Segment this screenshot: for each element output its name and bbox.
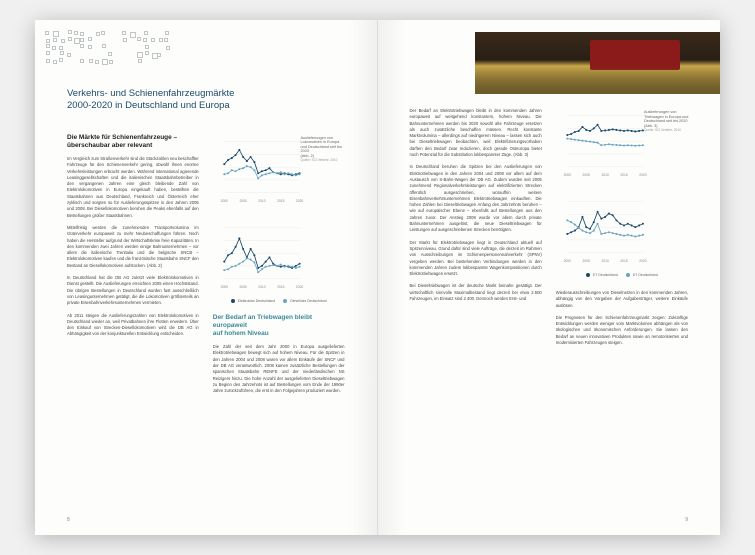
svg-text:2020: 2020: [296, 285, 303, 289]
right-columns: Der Bedarf an Elektrotriebwagen bleibt i…: [410, 108, 689, 352]
body-p: Im Vergleich zum Straßenverkehr sind die…: [67, 156, 199, 219]
right-col-1: Der Bedarf an Elektrotriebwagen bleibt i…: [410, 108, 542, 352]
body-p: Mittelfristig werden die zunehmenden Tra…: [67, 225, 199, 269]
body-p: Die Prognosen für den Schienenfahrzeugma…: [556, 315, 688, 346]
svg-text:2000: 2000: [220, 285, 227, 289]
body-p: Die Zahl der seit dem Jahr 2000 in Europ…: [213, 344, 345, 394]
page-left: Verkehrs- und Schienenfahrzeugmärkte 200…: [35, 20, 378, 535]
section2-heading: Der Bedarf an Triebwagen bleibt europawe…: [213, 314, 345, 338]
svg-text:2005: 2005: [582, 173, 590, 177]
page-title: Verkehrs- und Schienenfahrzeugmärkte 200…: [67, 88, 345, 112]
source-label: Quelle: SCI Verkehr, 2010: [644, 128, 681, 132]
chart-caption: Auslieferungen von Lokomotiven in Europa…: [301, 136, 347, 164]
svg-text:2015: 2015: [277, 285, 284, 289]
svg-text:2010: 2010: [601, 173, 609, 177]
svg-text:2020: 2020: [639, 173, 647, 177]
page-number: 8: [67, 517, 70, 523]
body-p: Bei Dieseltriebwagen ist der deutsche Ma…: [410, 283, 542, 302]
left-columns: Die Märkte für Schienenfahrzeuge – übers…: [67, 134, 345, 401]
svg-text:2000: 2000: [563, 259, 571, 263]
section1-heading: Die Märkte für Schienenfahrzeuge – übers…: [67, 134, 199, 150]
abb-label: (Abb. 2): [301, 154, 315, 158]
chart-2: 20002005201020152020 Elektroloks Deutsch…: [213, 220, 345, 292]
svg-text:2015: 2015: [277, 199, 284, 203]
svg-text:2020: 2020: [639, 259, 647, 263]
svg-text:2020: 2020: [296, 199, 303, 203]
chart-4: 20002005201020152020 ET DeutschlandDT De…: [556, 194, 688, 266]
chart4-legend: ET DeutschlandDT Deutschland: [556, 273, 688, 277]
svg-text:2010: 2010: [258, 285, 265, 289]
svg-text:2000: 2000: [563, 173, 571, 177]
left-col-1: Die Märkte für Schienenfahrzeuge – übers…: [67, 134, 199, 401]
left-col-2: Auslieferungen von Lokomotiven in Europa…: [213, 134, 345, 401]
caption-text: Auslieferungen von Lokomotiven in Europa…: [301, 136, 342, 154]
body-p: Wiederausschreibungen von Dieselnetzen i…: [556, 290, 688, 309]
svg-text:2000: 2000: [220, 199, 227, 203]
body-p: Der Markt für Elektrotriebwagen liegt in…: [410, 240, 542, 278]
page-number: 9: [685, 517, 688, 523]
chart-1: Auslieferungen von Lokomotiven in Europa…: [213, 134, 345, 206]
abb-label: (Abb. 3): [644, 124, 658, 128]
body-p: In Deutschland hat die DB AG zuletzt vie…: [67, 275, 199, 306]
body-p: Ab 2011 steigen die Auslieferungszahlen …: [67, 313, 199, 338]
svg-text:2010: 2010: [601, 259, 609, 263]
book-spread: Verkehrs- und Schienenfahrzeugmärkte 200…: [35, 20, 720, 535]
body-p: Der Bedarf an Elektrotriebwagen bleibt i…: [410, 108, 542, 158]
right-col-2: Auslieferungen von Triebwagen in Europa …: [556, 108, 688, 352]
chart2-legend: Elektroloks DeutschlandDieselloks Deutsc…: [213, 299, 345, 303]
body-p: In Deutschland beruhen die Spitzen bei d…: [410, 164, 542, 233]
svg-text:2015: 2015: [620, 259, 628, 263]
hero-image: [475, 32, 720, 94]
svg-text:2005: 2005: [239, 285, 246, 289]
decorative-dots: [45, 30, 185, 70]
svg-text:2005: 2005: [239, 199, 246, 203]
chart-3: Auslieferungen von Triebwagen in Europa …: [556, 108, 688, 180]
svg-text:2005: 2005: [582, 259, 590, 263]
chart-caption: Auslieferungen von Triebwagen in Europa …: [644, 110, 690, 133]
source-label: Quelle: SCI Verkehr, 2010: [301, 158, 338, 162]
page-right: Der Bedarf an Elektrotriebwagen bleibt i…: [378, 20, 721, 535]
svg-text:2010: 2010: [258, 199, 265, 203]
caption-text: Auslieferungen von Triebwagen in Europa …: [644, 110, 688, 123]
svg-text:2015: 2015: [620, 173, 628, 177]
